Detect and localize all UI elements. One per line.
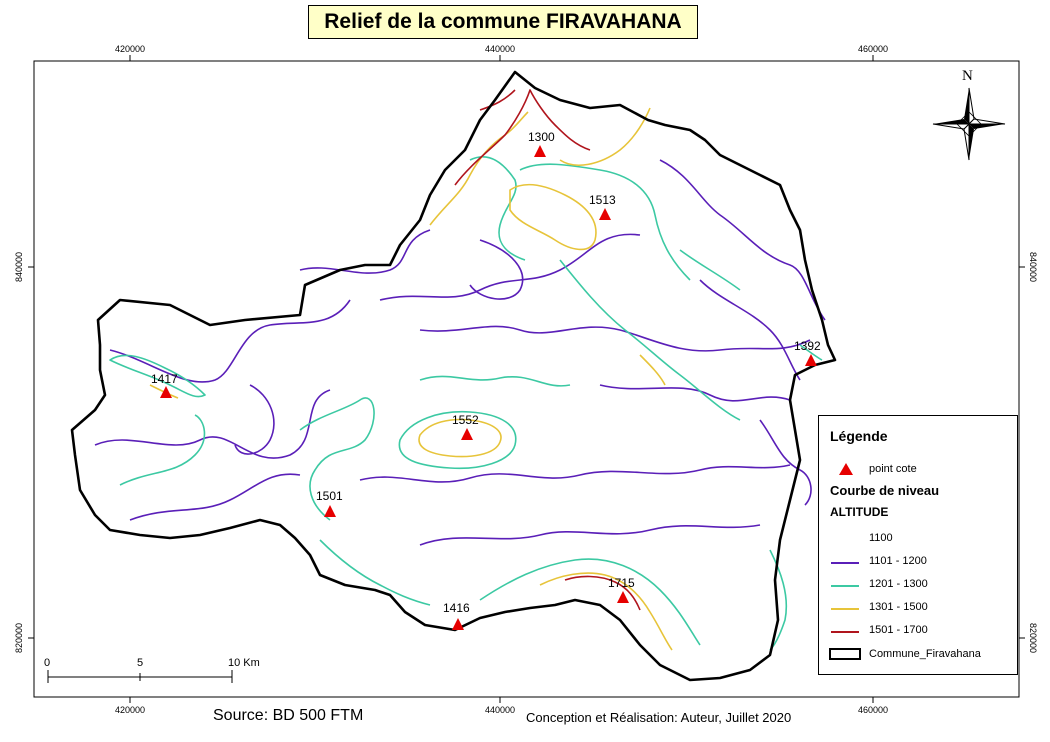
legend-row-spot: point cote xyxy=(819,461,1017,479)
spot-marker xyxy=(805,354,817,366)
spot-marker xyxy=(599,208,611,220)
legend-boundary-label: Commune_Firavahana xyxy=(869,648,981,660)
legend-row-boundary: Commune_Firavahana xyxy=(819,646,1017,664)
spot-label: 1501 xyxy=(316,489,343,503)
spot-label: 1417 xyxy=(151,372,178,386)
spot-marker xyxy=(617,591,629,603)
contours-1501-1700 xyxy=(454,89,641,611)
legend-class-label: 1501 - 1700 xyxy=(869,624,928,636)
north-label: N xyxy=(962,68,973,84)
spot-heights: 1300 1513 1392 1417 1552 1501 1715 1416 xyxy=(151,130,821,630)
spot-marker xyxy=(452,618,464,630)
map-title: Relief de la commune FIRAVAHANA xyxy=(324,10,682,33)
spot-marker xyxy=(324,505,336,517)
scale-bar xyxy=(47,670,233,683)
legend-class-label: 1101 - 1200 xyxy=(869,555,927,567)
legend-contour-title: Courbe de niveau xyxy=(830,483,940,498)
tick-top-460000: 460000 xyxy=(858,44,888,54)
legend-line-1501-1700 xyxy=(831,631,859,633)
legend-line-1301-1500 xyxy=(831,608,859,610)
spot-label: 1513 xyxy=(589,193,616,207)
legend-spot-label: point cote xyxy=(869,463,917,475)
spot-marker xyxy=(160,386,172,398)
source-note: Source: BD 500 FTM xyxy=(213,707,364,724)
tick-right-840000: 840000 xyxy=(1028,252,1038,282)
tick-right-820000: 820000 xyxy=(1028,623,1038,653)
map-title-box: Relief de la commune FIRAVAHANA xyxy=(308,5,698,39)
boundary-swatch-icon xyxy=(829,648,861,660)
tick-top-420000: 420000 xyxy=(115,44,145,54)
legend-class-label: 1301 - 1500 xyxy=(869,601,928,613)
legend-panel: Légende point cote Courbe de niveau ALTI… xyxy=(818,415,1018,675)
legend-title: Légende xyxy=(830,428,888,444)
scale-label-10km: 10 Km xyxy=(228,657,260,669)
contours-1101-1200 xyxy=(94,159,826,546)
legend-row-1501-1700: 1501 - 1700 xyxy=(819,622,1017,640)
spot-label: 1552 xyxy=(452,413,479,427)
legend-row-1301-1500: 1301 - 1500 xyxy=(819,599,1017,617)
legend-row-1101-1200: 1101 - 1200 xyxy=(819,553,1017,571)
spot-marker xyxy=(534,145,546,157)
scale-label-0: 0 xyxy=(44,657,50,669)
legend-line-1100 xyxy=(831,539,859,541)
legend-class-label: 1201 - 1300 xyxy=(869,578,928,590)
commune-boundary xyxy=(70,70,837,682)
tick-top-440000: 440000 xyxy=(485,44,515,54)
spot-label: 1715 xyxy=(608,576,635,590)
tick-bottom-440000: 440000 xyxy=(485,705,515,715)
tick-left-840000: 840000 xyxy=(14,252,24,282)
legend-line-1201-1300 xyxy=(831,585,859,587)
scale-label-5: 5 xyxy=(137,657,143,669)
north-arrow-icon xyxy=(932,87,1006,161)
tick-left-820000: 820000 xyxy=(14,623,24,653)
tick-bottom-420000: 420000 xyxy=(115,705,145,715)
grid-ticks xyxy=(28,55,1025,703)
spot-triangle-icon xyxy=(839,463,853,475)
contours-1201-1300 xyxy=(109,155,823,651)
legend-line-1101-1200 xyxy=(831,562,859,564)
tick-bottom-460000: 460000 xyxy=(858,705,888,715)
credit-note: Conception et Réalisation: Auteur, Juill… xyxy=(526,710,792,725)
spot-marker xyxy=(461,428,473,440)
legend-field: ALTITUDE xyxy=(830,505,889,519)
legend-class-label: 1100 xyxy=(869,532,893,544)
spot-label: 1416 xyxy=(443,601,470,615)
spot-label: 1300 xyxy=(528,130,555,144)
legend-row-1201-1300: 1201 - 1300 xyxy=(819,576,1017,594)
spot-label: 1392 xyxy=(794,339,821,353)
legend-row-1100: 1100 xyxy=(819,530,1017,548)
